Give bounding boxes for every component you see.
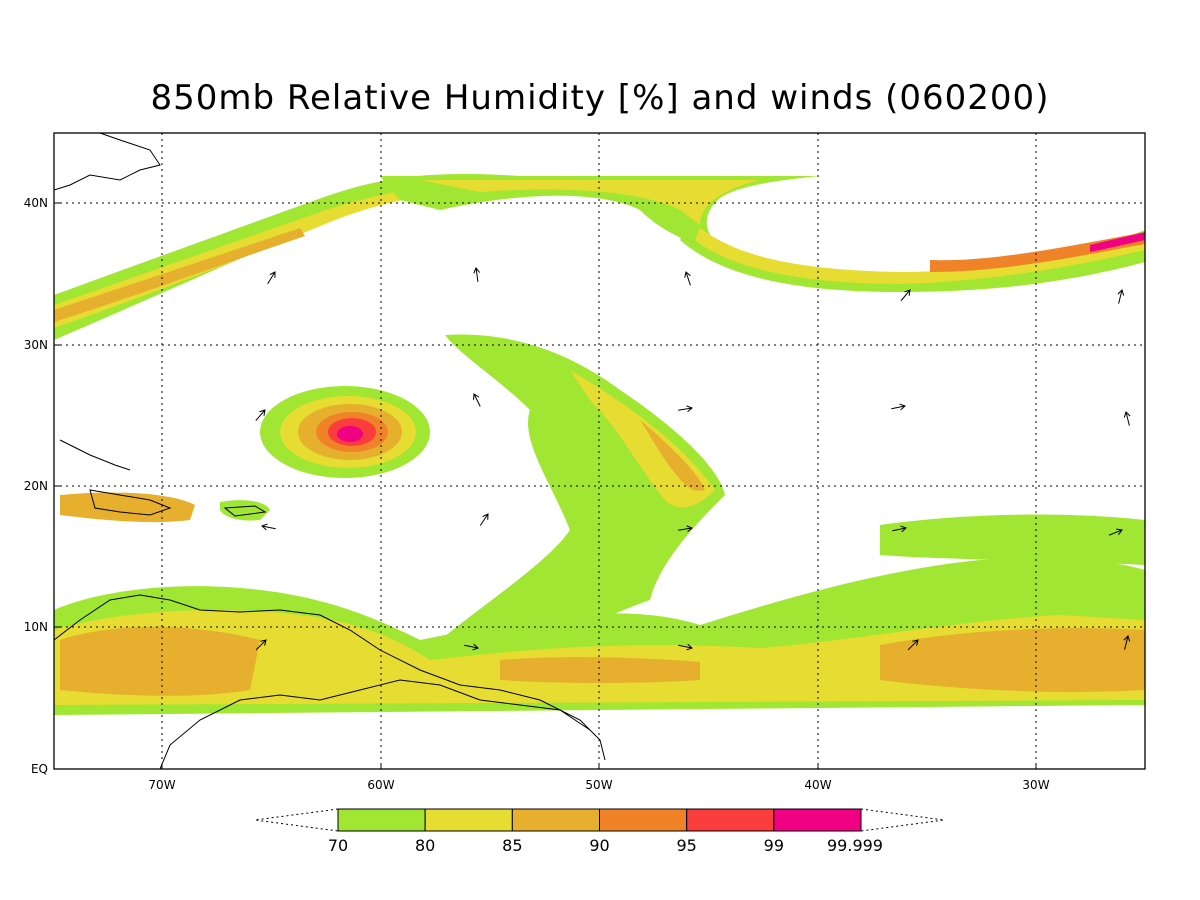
wind-arrow — [891, 403, 906, 411]
coastline-cuba — [59, 439, 131, 471]
wind-vectors — [255, 267, 1131, 651]
wind-arrow — [892, 525, 907, 533]
y-tick-label: 40N — [24, 196, 48, 210]
wind-arrow — [907, 639, 919, 651]
colorbar-label: 99 — [764, 836, 784, 855]
wind-arrow — [464, 643, 479, 651]
humidity-zone-south-peak-west — [60, 626, 260, 696]
humidity-zone-south-peak-east — [880, 628, 1145, 692]
colorbar-label: 95 — [676, 836, 696, 855]
coastline-central-america — [53, 594, 606, 761]
x-tick-label: 50W — [585, 778, 612, 792]
colorbar-label: 90 — [589, 836, 609, 855]
x-tick-label: 60W — [367, 778, 394, 792]
y-axis-ticks: EQ 10N 20N 30N 40N — [24, 196, 60, 776]
colorbar-label: 80 — [415, 836, 435, 855]
humidity-band-northeast-max — [1090, 232, 1145, 252]
colorbar-swatch — [511, 808, 600, 832]
colorbar-low-extension — [254, 808, 339, 832]
wind-arrow — [255, 639, 267, 651]
colorbar-label: 85 — [502, 836, 522, 855]
colorbar-swatch — [599, 808, 688, 832]
y-tick-label: 10N — [24, 620, 48, 634]
coastline-northeast-us — [53, 132, 161, 191]
wind-arrow — [1123, 635, 1131, 650]
colorbar-swatch — [686, 808, 775, 832]
x-axis-ticks: 70W 60W 50W 40W 30W — [148, 763, 1050, 792]
humidity-patch-hispaniola — [60, 492, 195, 523]
wind-arrow — [684, 271, 691, 286]
chart-title: 850mb Relative Humidity [%] and winds (0… — [150, 78, 1050, 118]
wind-arrow — [678, 525, 693, 533]
coastline-hispaniola — [89, 489, 172, 516]
wind-arrow — [900, 289, 911, 302]
x-tick-label: 40W — [804, 778, 831, 792]
humidity-zone-south-peak-central — [500, 657, 700, 683]
x-tick-label: 30W — [1022, 778, 1049, 792]
colorbar-high-extension — [860, 808, 945, 832]
coastline-south-america — [159, 679, 591, 770]
y-tick-label: 20N — [24, 479, 48, 493]
humidity-band-northeast-peak — [930, 232, 1145, 272]
wind-arrow — [255, 409, 266, 421]
humidity-patch-puerto-rico — [220, 500, 270, 521]
wind-arrow — [1117, 289, 1125, 304]
y-tick-label: 30N — [24, 338, 48, 352]
humidity-band-north-core — [420, 180, 760, 225]
wind-arrow — [678, 643, 693, 651]
cyclone-eye — [337, 426, 363, 442]
gridlines — [54, 133, 1145, 769]
humidity-tongue-central-peak — [640, 420, 705, 491]
wind-arrow — [261, 523, 276, 531]
colorbar-label: 99.999 — [827, 836, 883, 855]
wind-arrow — [473, 393, 481, 407]
coastlines — [53, 132, 606, 770]
wind-arrow — [1108, 528, 1123, 536]
x-tick-label: 70W — [148, 778, 175, 792]
wind-arrow — [267, 271, 276, 285]
colorbar-swatch — [337, 808, 426, 832]
humidity-field — [54, 174, 1145, 715]
humidity-band-northeast-core — [695, 228, 1145, 284]
wind-arrow — [1123, 411, 1131, 426]
y-tick-label: EQ — [31, 762, 48, 776]
coastline-puerto-rico — [223, 505, 267, 517]
wind-arrow — [479, 513, 489, 526]
colorbar-swatch — [773, 808, 862, 832]
wind-arrow — [473, 267, 481, 282]
colorbar-swatch — [424, 808, 513, 832]
colorbar-label: 70 — [328, 836, 348, 855]
humidity-band-northwest-peak — [54, 228, 305, 322]
wind-arrow — [678, 405, 693, 413]
humidity-patch-eastern — [880, 514, 1145, 565]
colorbar: 70 80 85 90 95 99 99.999 — [254, 808, 945, 855]
